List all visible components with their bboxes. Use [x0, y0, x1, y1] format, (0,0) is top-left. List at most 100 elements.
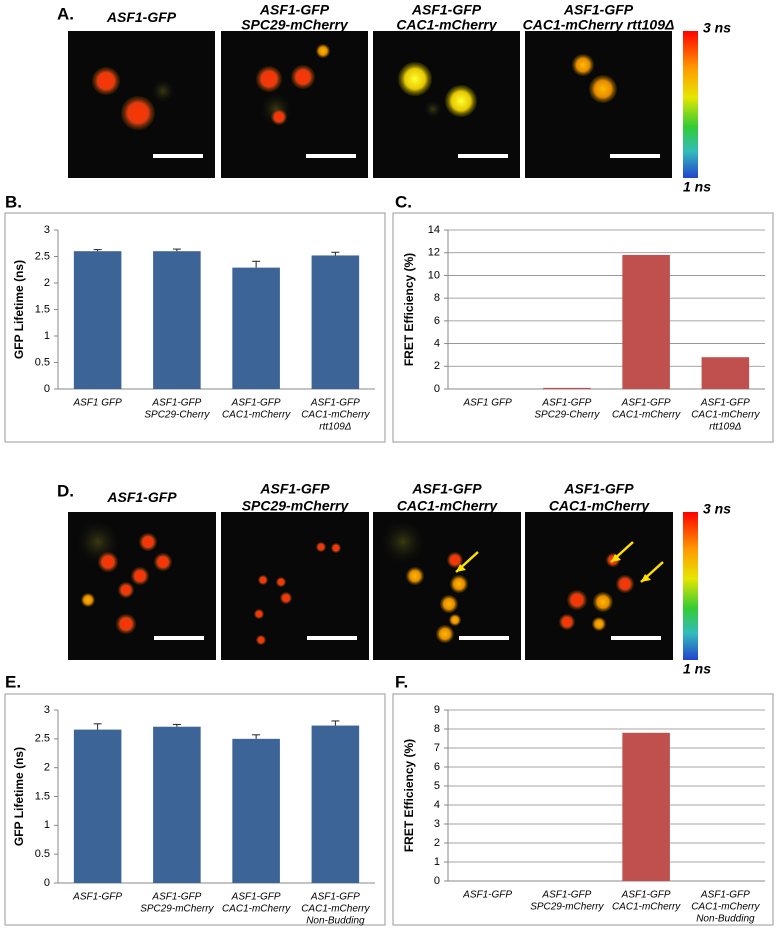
bar [153, 251, 201, 389]
x-tick-label: ASF1-GFP [151, 892, 201, 903]
cell [406, 567, 424, 585]
y-tick-label: 6 [434, 315, 440, 327]
image-title: SPC29-mCherry [242, 498, 350, 514]
bar [73, 251, 122, 389]
x-tick-label: SPC29-mCherry [530, 902, 604, 913]
y-tick-label: 1 [44, 330, 50, 342]
x-tick-label: SPC29-Cherry [144, 410, 210, 421]
y-tick-label: 6 [434, 761, 440, 773]
y-axis-label: FRET Efficiency (%) [402, 739, 416, 852]
cell [316, 542, 326, 552]
x-tick-label: CAC1-mCherry [301, 410, 370, 421]
colorbar-max: 3 ns [703, 20, 731, 36]
cell [592, 617, 606, 631]
x-tick-label: rtt109Δ [709, 422, 742, 433]
y-tick-label: 2 [44, 277, 50, 289]
cell [450, 575, 468, 593]
y-tick-label: 2 [434, 360, 440, 372]
cell [254, 609, 264, 619]
bar [311, 255, 360, 389]
y-tick-label: 3 [44, 224, 50, 236]
x-tick-label: CAC1-mCherry [612, 410, 681, 421]
y-tick-label: 0 [434, 383, 440, 395]
colorbar-max: 3 ns [703, 501, 731, 517]
x-tick-label: ASF1-GFP [231, 398, 281, 409]
chart-frame [4, 693, 386, 926]
x-tick-label: ASF1-GFP [541, 890, 591, 901]
x-tick-label: ASF1-GFP [462, 890, 512, 901]
cell [447, 552, 463, 568]
bar [622, 254, 670, 389]
image-title: SPC29-mCherry [241, 17, 349, 33]
cell [331, 543, 341, 553]
y-tick-label: 4 [434, 337, 440, 349]
y-tick-label: 0 [44, 383, 50, 395]
y-tick-label: 1 [44, 819, 50, 831]
cell [256, 635, 266, 645]
x-tick-label: Non-Budding [306, 916, 365, 927]
x-tick-label: SPC29-mCherry [140, 904, 214, 915]
cell [118, 582, 134, 598]
x-tick-label: CAC1-mCherry [691, 410, 760, 421]
cell [81, 593, 95, 607]
x-tick-label: CAC1-mCherry [691, 902, 760, 913]
y-tick-label: 5 [434, 780, 440, 792]
y-tick-label: 10 [428, 269, 440, 281]
cell [589, 75, 617, 103]
cell [139, 533, 157, 551]
y-tick-label: 8 [434, 723, 440, 735]
cell [567, 590, 587, 610]
cell [316, 44, 330, 58]
y-tick-label: 0.5 [35, 848, 50, 860]
cell [276, 577, 286, 587]
x-tick-label: ASF1-GFP [72, 892, 122, 903]
cell [291, 65, 315, 89]
arrow-head [456, 564, 466, 572]
y-axis-label: GFP Lifetime (ns) [12, 260, 26, 359]
panel-label: C. [395, 192, 412, 211]
bar [232, 738, 280, 883]
chart-frame [4, 212, 386, 443]
y-tick-label: 1 [434, 856, 440, 868]
y-tick-label: 2.5 [35, 733, 50, 745]
image-title: CAC1-mCherry [549, 498, 651, 514]
y-tick-label: 0 [44, 877, 50, 889]
cell [424, 100, 442, 118]
x-tick-label: SPC29-Cherry [534, 410, 600, 421]
y-tick-label: 2.5 [35, 250, 50, 262]
y-tick-label: 2 [434, 837, 440, 849]
y-tick-label: 3 [434, 818, 440, 830]
cell [271, 109, 287, 125]
cell [593, 592, 613, 612]
x-tick-label: ASF1-GFP [700, 890, 750, 901]
cell [559, 614, 575, 630]
colorbar-min: 1 ns [683, 661, 711, 677]
arrow-head [641, 574, 651, 582]
colorbar [683, 31, 698, 178]
cell [256, 66, 282, 92]
micrograph [525, 31, 672, 178]
x-tick-label: ASF1-GFP [700, 398, 750, 409]
cell [280, 592, 292, 604]
y-tick-label: 9 [434, 704, 440, 716]
panel-label: F. [395, 672, 408, 691]
image-title: CAC1-mCherry rtt109Δ [523, 17, 675, 33]
x-tick-label: CAC1-mCherry [222, 904, 291, 915]
bar [622, 732, 670, 881]
image-title: ASF1-GFP [106, 489, 177, 505]
colorbar-min: 1 ns [683, 179, 711, 195]
x-tick-label: ASF1-GFP [310, 398, 360, 409]
cell [92, 67, 120, 95]
panel-label: A. [57, 4, 74, 23]
cell [440, 595, 458, 613]
y-tick-label: 4 [434, 799, 440, 811]
cell [121, 96, 155, 130]
y-tick-label: 0.5 [35, 356, 50, 368]
cell [131, 567, 149, 585]
y-tick-label: 1.5 [35, 303, 50, 315]
y-tick-label: 8 [434, 292, 440, 304]
bar [311, 725, 360, 883]
cell [154, 553, 172, 571]
panel-label: E. [5, 672, 21, 691]
y-tick-label: 7 [434, 742, 440, 754]
